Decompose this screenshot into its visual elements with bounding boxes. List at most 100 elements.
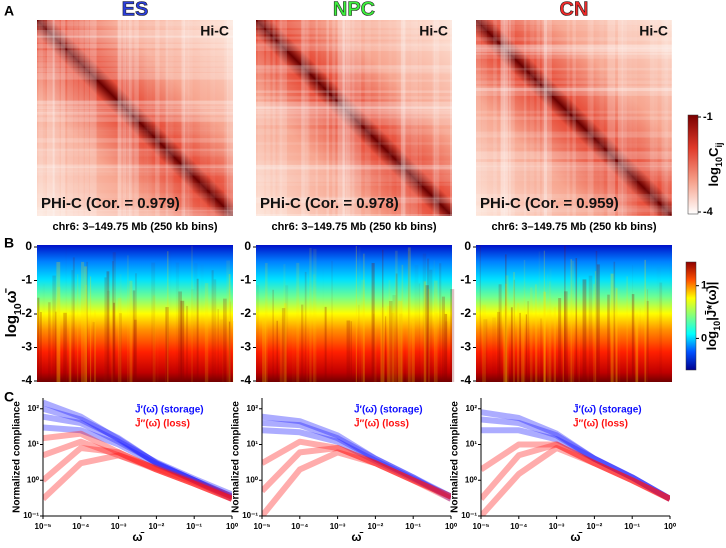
spectrogram-texture [527, 301, 530, 382]
heatmap-texture [476, 85, 672, 92]
spectrogram-texture [373, 313, 375, 382]
spectrogram-texture [415, 265, 419, 382]
heatmap-texture [37, 57, 233, 62]
heatmap-texture [599, 20, 604, 216]
heatmap-texture [378, 20, 381, 216]
spectrogram-texture [657, 267, 661, 382]
legend-entry: J̄″(ω̄) (loss) [135, 417, 190, 429]
heatmap-texture [476, 52, 672, 55]
heatmap-texture [476, 151, 672, 160]
heatmap-texture [37, 108, 233, 113]
heatmap-texture [256, 128, 452, 135]
heatmap-texture [524, 20, 527, 216]
heatmap-texture [326, 20, 329, 216]
heatmap-texture [541, 20, 548, 216]
heatmap-texture [37, 111, 233, 115]
spectrogram-texture [593, 283, 595, 382]
heatmap-texture [649, 20, 658, 216]
heatmap-texture [256, 107, 452, 115]
curve [262, 420, 451, 500]
spectrogram-texture [594, 271, 597, 382]
spectrogram-texture [646, 300, 649, 382]
spectrogram-texture [178, 291, 182, 382]
heatmap-texture [256, 30, 452, 35]
spectrogram-texture [292, 318, 296, 382]
spectrogram-texture [547, 309, 552, 382]
heatmap-texture [256, 182, 452, 186]
spectrogram-texture [547, 274, 549, 382]
heatmap-texture [266, 20, 271, 216]
spectrogram-texture [382, 249, 384, 382]
spectrogram-texture [262, 319, 266, 382]
heatmap-texture [256, 214, 452, 220]
heatmap-texture [566, 20, 570, 216]
spectrogram-texture [645, 288, 648, 382]
heatmap-texture [342, 20, 347, 216]
spectrogram-texture [425, 285, 429, 382]
spectrogram-texture [626, 276, 628, 382]
y-tick-label: -4 [240, 373, 251, 387]
heatmap-texture [37, 117, 233, 122]
heatmap-texture [432, 20, 436, 216]
spectrogram-texture [578, 277, 580, 382]
panel-title: CN [560, 0, 589, 20]
heatmap-texture [256, 164, 452, 169]
spectrogram-texture [69, 310, 72, 382]
spectrogram-texture [361, 279, 365, 382]
heatmap-texture [476, 214, 672, 223]
heatmap-texture [128, 20, 132, 216]
spectrogram-texture [68, 314, 72, 382]
heatmap-texture [199, 20, 207, 216]
x-tick-label: 10⁰ [226, 522, 239, 531]
x-tick-label: 10⁻² [368, 522, 384, 531]
heatmap-texture [321, 20, 323, 216]
panel-label: C [4, 389, 14, 405]
spectrogram-texture [558, 298, 562, 382]
heatmap-texture [337, 20, 343, 216]
colorbar-tick-label: -1 [703, 111, 713, 123]
spectrogram-texture [505, 275, 509, 382]
spectrogram-texture [519, 312, 521, 382]
spectrogram-texture [639, 308, 641, 382]
spectrogram-texture [111, 310, 114, 382]
curve [43, 438, 232, 500]
heatmap-texture [46, 20, 55, 216]
spectrogram-texture [196, 278, 199, 382]
heatmap-texture [279, 20, 287, 216]
spectrogram-texture [429, 269, 433, 382]
heatmap-texture [476, 44, 672, 49]
spectrogram-texture [119, 313, 122, 382]
colorbar-label-part: 10 [714, 157, 724, 167]
y-tick-label: -4 [460, 373, 471, 387]
x-tick-label: 10⁻¹ [186, 522, 202, 531]
heatmap [476, 20, 672, 216]
spectrogram-texture [129, 280, 133, 382]
spectrogram-texture [201, 264, 204, 382]
spectrogram-texture [219, 319, 224, 382]
x-tick-label: 10⁻¹ [624, 522, 640, 531]
colorbar-label: log10|J̄*(ω̄)| [704, 282, 722, 351]
spectrogram-texture [186, 305, 189, 382]
spectrogram-texture [304, 271, 307, 382]
heatmap-texture [476, 167, 672, 176]
heatmap-texture [37, 207, 233, 212]
spectrogram [476, 245, 672, 382]
spectrogram-texture [324, 306, 327, 382]
heatmap-texture [353, 20, 362, 216]
spectrogram-texture [479, 245, 481, 382]
overlay-label: PHi-C (Cor. = 0.959) [480, 195, 619, 212]
heatmap-texture [37, 36, 233, 39]
heatmap-texture [587, 20, 591, 216]
heatmap [37, 20, 233, 216]
spectrogram-texture [76, 274, 79, 382]
corner-label: Hi-C [200, 23, 229, 39]
spectrogram-texture [358, 247, 361, 382]
spectrogram-texture [86, 261, 89, 382]
heatmap-texture [332, 20, 336, 216]
spectrogram-texture [534, 284, 537, 382]
spectrogram-texture [392, 295, 397, 382]
heatmap-texture [315, 20, 318, 216]
heatmap-texture [476, 165, 672, 171]
heatmap-texture [256, 142, 452, 145]
